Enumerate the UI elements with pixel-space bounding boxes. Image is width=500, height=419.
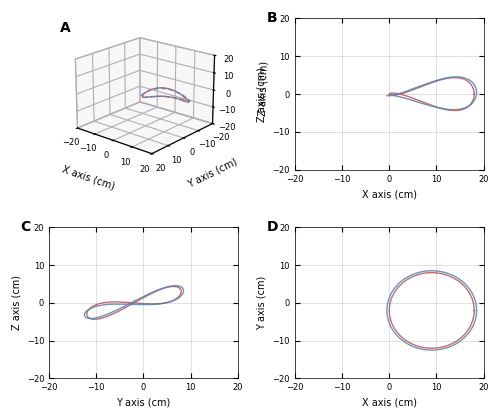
Text: D: D <box>266 220 278 234</box>
Text: C: C <box>20 220 31 234</box>
Text: A: A <box>60 21 71 36</box>
X-axis label: X axis (cm): X axis (cm) <box>362 189 417 199</box>
Y-axis label: Z axis (cm): Z axis (cm) <box>11 275 21 330</box>
X-axis label: X axis (cm): X axis (cm) <box>362 398 417 408</box>
Text: B: B <box>266 11 277 25</box>
X-axis label: X axis (cm): X axis (cm) <box>60 164 116 192</box>
Y-axis label: Y axis (cm): Y axis (cm) <box>186 157 240 190</box>
Y-axis label: Z axis (cm): Z axis (cm) <box>257 67 267 122</box>
Y-axis label: Y axis (cm): Y axis (cm) <box>257 276 267 330</box>
X-axis label: Y axis (cm): Y axis (cm) <box>116 398 170 408</box>
